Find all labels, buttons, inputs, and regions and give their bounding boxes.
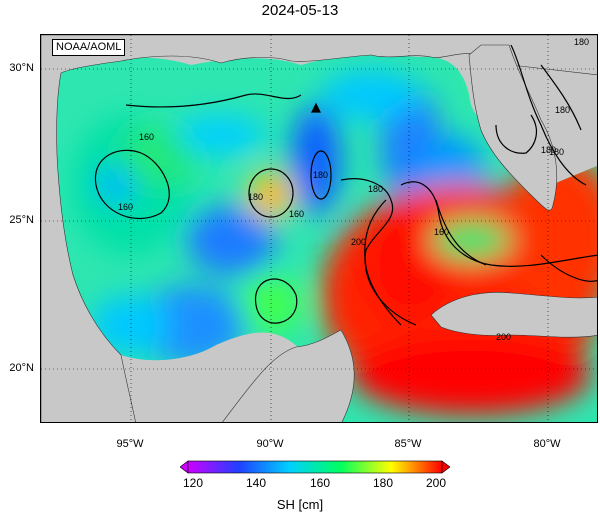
colorbar-tick-label: 120 bbox=[182, 476, 204, 490]
contour-label: 180 bbox=[549, 147, 564, 157]
contour-label: 180 bbox=[574, 37, 589, 47]
lon-tick-label: 85°W bbox=[394, 438, 422, 450]
land-masses bbox=[41, 35, 597, 422]
lat-tick-label: 25°N bbox=[9, 214, 34, 226]
lat-tick-label: 20°N bbox=[9, 362, 34, 374]
colorbar-unit-label: SH [cm] bbox=[276, 497, 324, 512]
contour-label: 160 bbox=[118, 202, 133, 212]
contour-label: 180 bbox=[248, 192, 263, 202]
colorbar bbox=[179, 460, 451, 479]
lon-tick-label: 80°W bbox=[533, 438, 561, 450]
colorbar-tick-label: 140 bbox=[245, 476, 267, 490]
contour-label: 180 bbox=[541, 145, 556, 155]
contour-label: 160 bbox=[289, 209, 304, 219]
location-marker-icon: ▲ bbox=[311, 100, 321, 115]
contour-label: 160 bbox=[139, 132, 154, 142]
colorbar-tick-label: 200 bbox=[425, 476, 447, 490]
contour-label-group: 160 160 180 180 180 160 180 180 160 200 … bbox=[118, 37, 589, 342]
credit-badge: NOAA/AOML bbox=[52, 39, 126, 56]
contour-label: 200 bbox=[496, 332, 511, 342]
sea-height-map: 160 160 180 180 180 160 180 180 160 200 … bbox=[41, 35, 597, 422]
contour-label: 180 bbox=[555, 105, 570, 115]
map-frame: 160 160 180 180 180 160 180 180 160 200 … bbox=[40, 34, 598, 423]
contour-lines bbox=[94, 44, 597, 326]
lon-tick-label: 95°W bbox=[116, 438, 144, 450]
lon-tick-label: 90°W bbox=[256, 438, 284, 450]
contour-label: 160 bbox=[434, 227, 449, 237]
map-title: 2024-05-13 bbox=[261, 2, 339, 19]
colorbar-tick-label: 180 bbox=[372, 476, 394, 490]
contour-label: 200 bbox=[351, 237, 366, 247]
graticule bbox=[41, 35, 597, 422]
lat-tick-label: 30°N bbox=[9, 62, 34, 74]
contour-label: 180 bbox=[368, 184, 383, 194]
colorbar-tick-label: 160 bbox=[309, 476, 331, 490]
contour-label: 180 bbox=[313, 170, 328, 180]
